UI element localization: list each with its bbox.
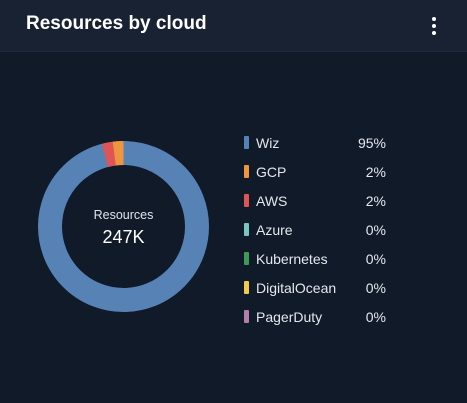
legend-value: 0% bbox=[365, 222, 386, 238]
legend-item-wiz[interactable]: Wiz 95% bbox=[240, 134, 390, 163]
card-header: Resources by cloud bbox=[0, 0, 467, 52]
legend-label: DigitalOcean bbox=[256, 280, 337, 296]
legend-value: 95% bbox=[357, 135, 386, 151]
legend-item-pagerduty[interactable]: PagerDuty 0% bbox=[240, 308, 390, 337]
legend-item-azure[interactable]: Azure 0% bbox=[240, 221, 390, 250]
legend-item-digitalocean[interactable]: DigitalOcean 0% bbox=[240, 279, 390, 308]
chart-legend: Wiz 95% GCP 2% AWS 2% Azure 0% Kubernetes 0% Digit… bbox=[240, 134, 390, 337]
donut-center-label: Resources bbox=[93, 208, 154, 222]
legend-swatch bbox=[244, 252, 249, 265]
legend-label: AWS bbox=[256, 193, 288, 209]
legend-swatch bbox=[244, 194, 249, 207]
donut-slice-gcp[interactable] bbox=[112, 141, 124, 166]
legend-value: 0% bbox=[365, 251, 386, 267]
donut-chart bbox=[38, 141, 209, 312]
legend-label: Azure bbox=[256, 222, 293, 238]
legend-swatch bbox=[244, 165, 249, 178]
donut-slice-aws[interactable] bbox=[102, 141, 116, 168]
legend-value: 0% bbox=[365, 309, 386, 325]
legend-swatch bbox=[244, 136, 249, 149]
legend-label: PagerDuty bbox=[256, 309, 323, 325]
legend-value: 2% bbox=[365, 193, 386, 209]
legend-swatch bbox=[244, 223, 249, 236]
menu-dot bbox=[432, 31, 436, 35]
legend-label: GCP bbox=[256, 164, 287, 180]
donut-center-value: 247K bbox=[102, 227, 145, 247]
legend-label: Wiz bbox=[256, 135, 280, 151]
menu-dot bbox=[432, 24, 436, 28]
menu-dot bbox=[432, 17, 436, 21]
legend-item-kubernetes[interactable]: Kubernetes 0% bbox=[240, 250, 390, 279]
legend-value: 0% bbox=[365, 280, 386, 296]
legend-swatch bbox=[244, 281, 249, 294]
more-vertical-icon[interactable] bbox=[424, 12, 446, 40]
legend-item-aws[interactable]: AWS 2% bbox=[240, 192, 390, 221]
legend-label: Kubernetes bbox=[256, 251, 328, 267]
card-title: Resources by cloud bbox=[26, 13, 207, 34]
legend-swatch bbox=[244, 310, 249, 323]
legend-value: 2% bbox=[365, 164, 386, 180]
legend-item-gcp[interactable]: GCP 2% bbox=[240, 163, 390, 192]
